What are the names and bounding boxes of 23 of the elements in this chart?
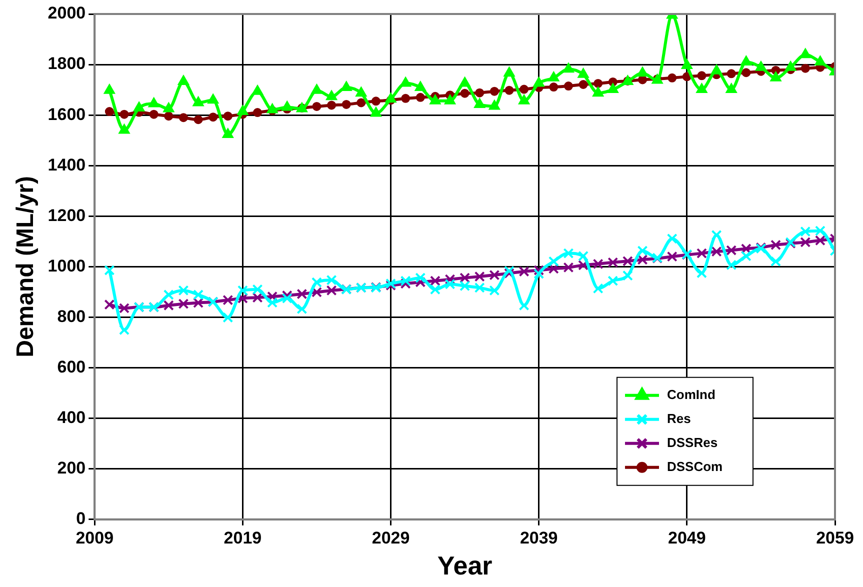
x-tick-label: 2049 — [668, 528, 706, 548]
y-tick-label: 1600 — [48, 104, 86, 124]
y-tick-label: 1800 — [48, 54, 86, 74]
legend-label: Res — [667, 410, 691, 426]
y-axis-title: Demand (ML/yr) — [12, 176, 40, 358]
y-tick-label: 1200 — [48, 206, 86, 225]
y-tick-label: 1000 — [48, 256, 86, 276]
x-tick-label: 2029 — [372, 528, 410, 548]
y-tick-label: 600 — [57, 357, 86, 376]
legend-label: DSSCom — [667, 458, 723, 474]
legend-label: ComInd — [667, 386, 716, 402]
y-tick-label: 0 — [76, 509, 86, 528]
y-tick-label: 800 — [57, 306, 86, 326]
y-tick-label: 200 — [57, 458, 86, 478]
x-tick-label: 2019 — [224, 528, 262, 548]
y-tick-label: 2000 — [48, 4, 86, 23]
y-tick-label: 1400 — [48, 155, 86, 174]
x-tick-label: 2009 — [76, 528, 114, 548]
legend-label: DSSRes — [667, 434, 718, 450]
y-tick-label: 400 — [57, 408, 86, 428]
x-tick-label: 2039 — [520, 528, 558, 548]
x-axis-title: Year — [437, 550, 492, 581]
x-tick-label: 2059 — [816, 528, 854, 548]
